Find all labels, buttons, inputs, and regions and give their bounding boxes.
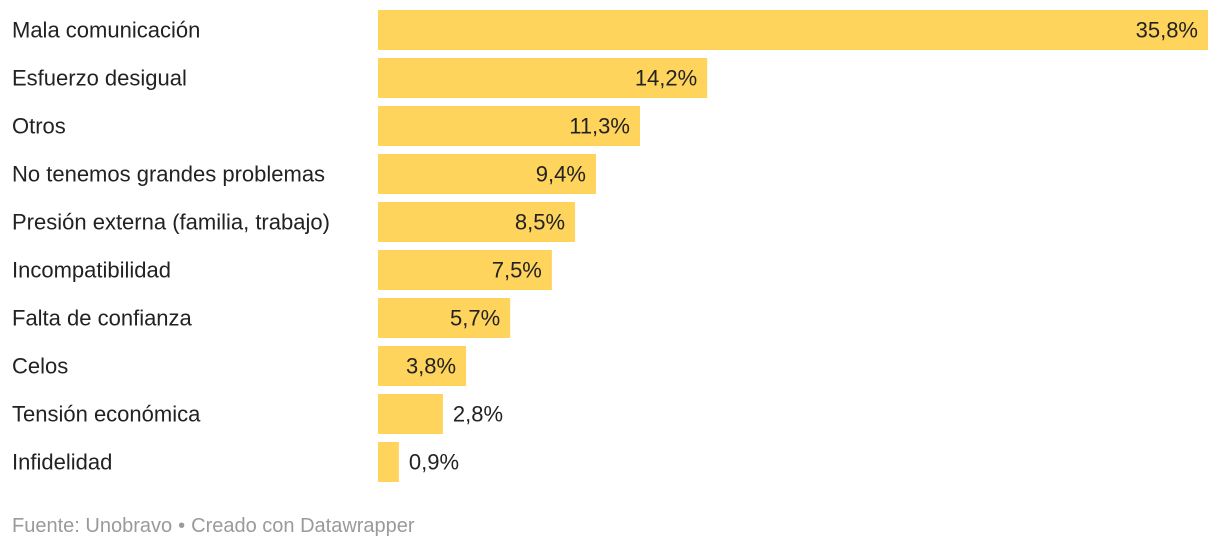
value-labels: 35,8% 14,2%11,3% 9,4% 8,5% 7,5% 5,7% 3,8% 2,8% 0… [406, 18, 1198, 475]
value-label: 14,2% [635, 66, 697, 91]
category-label: Otros [12, 114, 66, 139]
value-label: 8,5% [515, 210, 565, 235]
value-label: 3,8% [406, 354, 456, 379]
bar [378, 202, 576, 242]
credit-note: Creado con Datawrapper [191, 515, 415, 537]
value-label: 35,8% [1136, 18, 1198, 43]
bar [378, 154, 596, 194]
category-labels: Mala comunicación Esfuerzo desigual Otros N… [12, 18, 330, 475]
bar [378, 58, 708, 98]
bar [378, 10, 1208, 50]
value-label: 0,9% [409, 450, 459, 475]
category-label: Mala comunicación [12, 18, 200, 43]
bar-chart: Mala comunicación Esfuerzo desigual Otros N… [12, 10, 1208, 482]
category-label: Infidelidad [12, 450, 112, 475]
value-label: 9,4% [536, 162, 586, 187]
bars [378, 10, 1208, 482]
value-label: 5,7% [450, 306, 500, 331]
chart-footer: Fuente: Unobravo • Creado con Datawrapper [12, 515, 415, 538]
category-label: Celos [12, 354, 68, 379]
footer-separator: • [178, 515, 186, 537]
category-label: Presión externa (familia, trabajo) [12, 210, 330, 235]
category-label: Tensión económica [12, 402, 201, 427]
value-label: 7,5% [492, 258, 542, 283]
category-label: Esfuerzo desigual [12, 66, 187, 91]
value-label: 2,8% [453, 402, 503, 427]
category-label: Incompatibilidad [12, 258, 171, 283]
bar [378, 106, 640, 146]
bar [378, 346, 467, 386]
category-label: No tenemos grandes problemas [12, 162, 325, 187]
bar [378, 394, 443, 434]
bar [378, 298, 511, 338]
bar [378, 250, 552, 290]
category-label: Falta de confianza [12, 306, 193, 331]
bar [378, 442, 399, 482]
value-label: 11,3% [569, 114, 630, 139]
source-note: Fuente: Unobravo [12, 515, 173, 537]
